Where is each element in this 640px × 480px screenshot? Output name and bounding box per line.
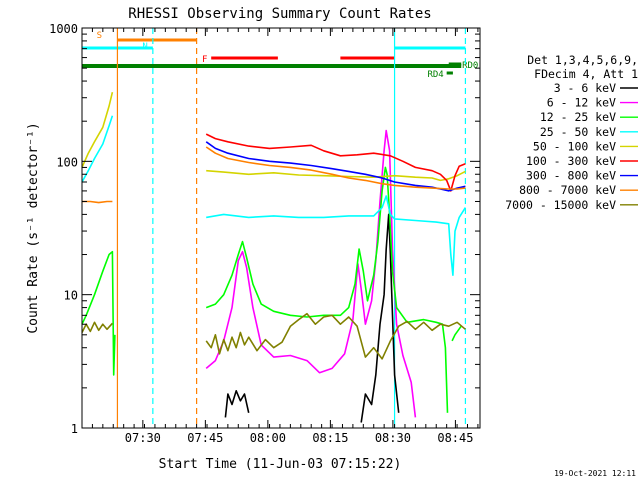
y-axis-label: Count Rate (s⁻¹ detector⁻¹)	[26, 122, 41, 333]
transition-lines	[116, 28, 467, 428]
series-line-800-7000-kev-0	[82, 200, 113, 204]
legend-header-line: FDecim 4, Att 1	[534, 67, 638, 81]
flag-label-n: N	[142, 42, 147, 52]
legend-entry-label: 12 - 25 keV	[540, 110, 616, 124]
x-axis-label: Start Time (11-Jun-03 07:15:22)	[159, 457, 402, 472]
series-line-7000-15000-kev-0	[81, 321, 113, 333]
flag-label-s: S	[97, 31, 102, 41]
footer-date-stamp: 19-Oct-2021 12:11	[554, 469, 636, 478]
series-line-3-6-kev-0	[224, 389, 250, 418]
axes: 07:30 07:45 08:00 08:15 08:30 08:45 1 10 100 1000	[49, 22, 480, 445]
flag-bars: S N F RD0 RD4	[82, 31, 478, 80]
flag-label-f: F	[202, 55, 207, 65]
y-tick-label: 10	[64, 289, 78, 303]
series-line-7000-15000-kev-1	[205, 312, 466, 360]
flag-label-rd0: RD0	[462, 61, 478, 71]
legend-entry-label: 25 - 50 keV	[540, 125, 616, 139]
x-tick-label: 08:00	[250, 431, 286, 445]
series-line-300-800-kev-0	[205, 141, 466, 192]
y-tick-label: 100	[56, 155, 78, 169]
series-line-800-7000-kev-1	[205, 146, 466, 190]
y-tick-label: 1000	[49, 22, 78, 36]
legend-entry-label: 100 - 300 keV	[526, 154, 616, 168]
legend-entry-label: 7000 - 15000 keV	[505, 198, 616, 212]
x-tick-label: 07:45	[187, 431, 223, 445]
legend-entry-label: 3 - 6 keV	[554, 81, 616, 95]
chart-title: RHESSI Observing Summary Count Rates	[128, 6, 431, 22]
legend-entry-label: 800 - 7000 keV	[519, 183, 616, 197]
legend-entry-label: 50 - 100 keV	[533, 139, 616, 153]
x-tick-label: 08:45	[437, 431, 473, 445]
series-line-100-300-kev-0	[205, 133, 466, 192]
series-line-25-50-kev-0	[81, 115, 114, 183]
plot-frame	[81, 27, 481, 429]
x-tick-label: 07:30	[125, 431, 161, 445]
series-line-25-50-kev-1	[206, 195, 467, 277]
series-line-12-25-kev-0	[81, 250, 116, 376]
series-line-12-25-kev-2	[451, 325, 462, 342]
y-tick-label: 1	[71, 422, 78, 436]
x-tick-label: 08:15	[312, 431, 348, 445]
legend-header-line: Det 1,3,4,5,6,9,	[527, 53, 638, 67]
series-line-12-25-kev-1	[205, 166, 449, 413]
series-line-6-12-kev-0	[205, 129, 417, 418]
x-tick-label: 08:30	[375, 431, 411, 445]
data-series	[81, 92, 467, 423]
legend: Det 1,3,4,5,6,9,FDecim 4, Att 13 - 6 keV…	[505, 53, 638, 212]
series-line-3-6-kev-1	[360, 213, 400, 423]
legend-entry-label: 300 - 800 keV	[526, 169, 616, 183]
series-line-50-100-kev-0	[81, 92, 114, 168]
flag-label-rd4: RD4	[427, 70, 443, 80]
legend-entry-label: 6 - 12 keV	[547, 96, 616, 110]
